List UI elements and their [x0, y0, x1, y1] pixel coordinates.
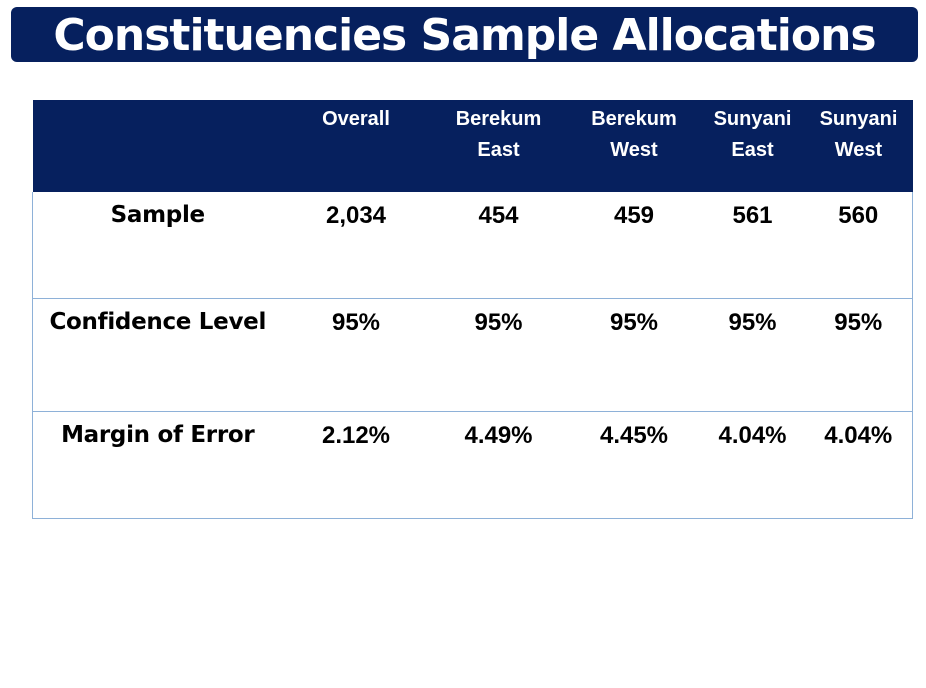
table-cell: 2,034	[282, 192, 430, 299]
table-cell: 454	[429, 192, 568, 299]
table-cell: 459	[567, 192, 701, 299]
title-banner: Constituencies Sample Allocations	[11, 7, 918, 62]
table-cell: 95%	[804, 298, 913, 412]
column-header-line1: Berekum	[455, 108, 542, 130]
table-cell: 560	[804, 192, 913, 299]
table-row-sample: Sample 2,034 454 459 561 560	[32, 192, 913, 299]
table-cell: 4.04%	[804, 411, 913, 519]
column-header-line2: West	[834, 139, 883, 161]
table-row-confidence-level: Confidence Level 95% 95% 95% 95% 95%	[32, 298, 913, 412]
table-cell: 4.49%	[429, 411, 568, 519]
column-header-line1: Berekum	[591, 108, 677, 130]
table-cell: 2.12%	[282, 411, 430, 519]
row-label: Sample	[32, 192, 283, 299]
table-cell: 4.45%	[567, 411, 701, 519]
column-header-berekum-east: Berekum East	[430, 100, 568, 192]
table-header-row: Overall Berekum East Berekum West Sunyan…	[32, 100, 913, 192]
table-cell: 95%	[282, 298, 430, 412]
header-corner-cell	[33, 100, 283, 192]
column-header-line2: East	[477, 139, 520, 161]
table-cell: 95%	[700, 298, 805, 412]
column-header-line1: Overall	[322, 108, 390, 130]
row-label: Confidence Level	[32, 298, 283, 412]
column-header-sunyani-west: Sunyani West	[805, 100, 913, 192]
table-cell: 561	[700, 192, 805, 299]
table-cell: 95%	[567, 298, 701, 412]
column-header-line2: West	[610, 139, 658, 161]
table-cell: 95%	[429, 298, 568, 412]
column-header-sunyani-east: Sunyani East	[701, 100, 805, 192]
column-header-line1: Sunyani	[819, 108, 898, 130]
table-row-margin-of-error: Margin of Error 2.12% 4.49% 4.45% 4.04% …	[32, 411, 913, 519]
column-header-line1: Sunyani	[713, 108, 792, 130]
column-header-overall: Overall	[283, 100, 430, 192]
page-title: Constituencies Sample Allocations	[53, 9, 876, 61]
column-header-berekum-west: Berekum West	[568, 100, 701, 192]
column-header-line2: East	[731, 139, 774, 161]
sample-allocations-table: Overall Berekum East Berekum West Sunyan…	[32, 100, 913, 519]
row-label: Margin of Error	[32, 411, 283, 519]
table-cell: 4.04%	[700, 411, 805, 519]
